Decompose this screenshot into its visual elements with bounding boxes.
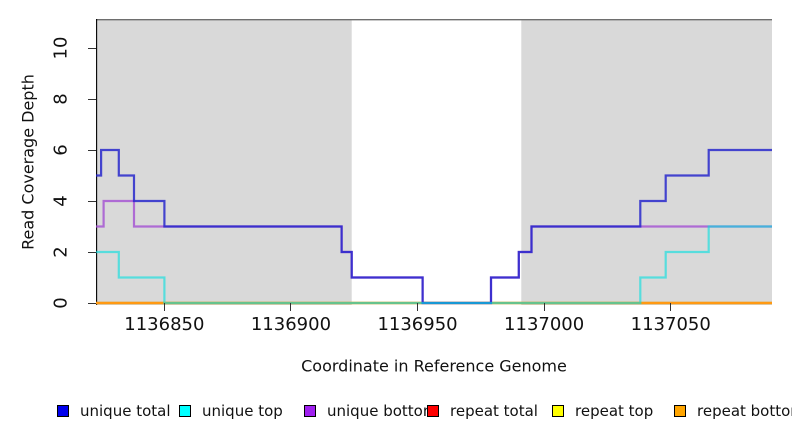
y-tick	[88, 47, 96, 49]
legend-swatch-unique-total	[57, 405, 69, 417]
x-tick-label: 1136950	[377, 314, 458, 335]
y-tick	[88, 251, 96, 253]
y-tick	[88, 149, 96, 151]
y-tick-label: 0	[50, 297, 72, 309]
x-tick-label: 1137050	[630, 314, 711, 335]
x-tick	[670, 303, 672, 311]
y-tick-label: 8	[50, 93, 72, 105]
legend-item-unique-top: unique top	[179, 401, 283, 421]
shaded-region	[521, 19, 772, 305]
x-tick	[417, 303, 419, 311]
legend-item-repeat-total: repeat total	[427, 401, 538, 421]
legend-label: repeat bottom	[697, 402, 792, 420]
legend-label: repeat top	[575, 402, 654, 420]
legend-swatch-repeat-bottom	[674, 405, 686, 417]
y-tick	[88, 200, 96, 202]
legend-swatch-unique-bottom	[304, 405, 316, 417]
series-line-unique-total	[96, 148, 772, 305]
legend-item-unique-total: unique total	[57, 401, 171, 421]
legend-item-unique-bottom: unique bottom	[304, 401, 437, 421]
legend-item-repeat-top: repeat top	[552, 401, 653, 421]
legend-swatch-repeat-total	[427, 405, 439, 417]
legend-label: unique bottom	[327, 402, 438, 420]
series-line-unique-top	[96, 225, 772, 305]
x-tick-label: 1136900	[250, 314, 332, 335]
x-tick	[543, 303, 545, 311]
x-tick	[290, 303, 292, 311]
legend-swatch-unique-top	[179, 405, 191, 417]
x-tick-label: 1136850	[124, 314, 205, 335]
y-tick-label: 2	[50, 246, 72, 258]
x-tick	[163, 303, 165, 311]
shaded-region	[96, 19, 352, 305]
y-tick-label: 6	[50, 144, 72, 156]
legend-label: unique top	[202, 402, 283, 420]
legend-label: repeat total	[450, 402, 538, 420]
legend-swatch-repeat-top	[552, 405, 564, 417]
x-tick-label: 1137000	[504, 314, 585, 335]
legend-item-repeat-bottom: repeat bottom	[674, 401, 792, 421]
y-tick	[88, 98, 96, 100]
y-axis-label: Read Coverage Depth	[18, 74, 38, 250]
y-tick	[88, 302, 96, 304]
y-tick-label: 10	[50, 36, 72, 60]
plot-area	[96, 18, 772, 305]
legend: unique total unique top unique bottom repea…	[0, 398, 792, 420]
x-axis-label: Coordinate in Reference Genome	[301, 356, 567, 376]
legend-label: unique total	[80, 402, 171, 420]
y-tick-label: 4	[50, 195, 72, 207]
